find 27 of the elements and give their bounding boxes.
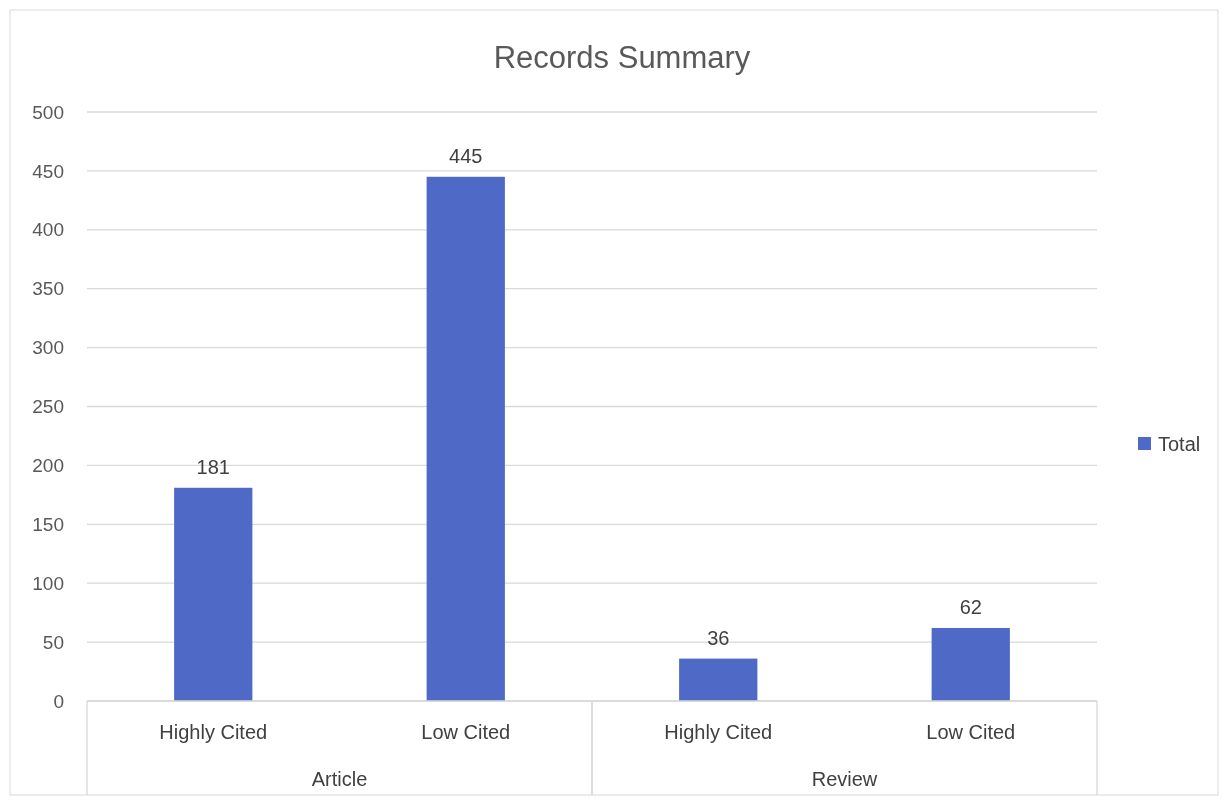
y-tick-label: 350 [32,278,64,300]
y-tick-label: 200 [32,455,64,477]
data-label: 62 [959,595,982,618]
chart-title: Records Summary [493,40,751,75]
data-label: 36 [707,626,730,649]
bar [426,176,505,701]
text: Article [311,768,368,790]
x-tick-label: Low Cited [421,721,511,743]
data-label: 181 [196,455,230,478]
y-tick-label: 300 [32,337,64,359]
y-tick-label: 0 [53,690,64,712]
y-tick-label: 500 [32,101,64,123]
y-tick-label: 450 [32,160,64,182]
bar [174,487,253,701]
y-tick-label: 100 [32,572,64,594]
y-tick-label: 150 [32,513,64,535]
bar [931,627,1010,701]
legend-label: Total [1158,433,1201,455]
text: Review [811,768,878,790]
bar [679,658,758,701]
x-tick-label: Highly Cited [159,721,268,743]
y-tick-label: 250 [32,396,64,418]
y-tick-label: 50 [42,631,64,653]
data-label: 445 [449,144,483,167]
x-tick-label: Low Cited [926,721,1016,743]
y-tick-label: 400 [32,219,64,241]
x-tick-label: Highly Cited [664,721,773,743]
